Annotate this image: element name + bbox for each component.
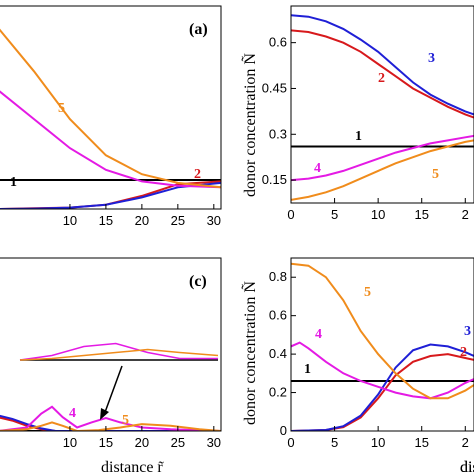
series-line-4: [291, 341, 474, 400]
curve-number-label: 3: [428, 51, 435, 66]
curve-number-label: 2: [378, 71, 385, 86]
x-tick-label: 2: [462, 435, 469, 450]
y-tick-label: 0: [280, 423, 287, 438]
x-tick-label: 0: [287, 435, 294, 450]
plot-frame: [0, 257, 222, 432]
x-tick-label: 5: [331, 207, 338, 222]
curve-number-label: 5: [58, 101, 65, 116]
x-tick-label: 2: [462, 207, 469, 222]
panel-3: 10 15 20 25 30 (c) distance r̃: [0, 257, 222, 474]
curve-number-label: 2: [194, 167, 201, 182]
x-tick-label: 30: [207, 213, 221, 228]
y-tick-label: 0.3: [269, 126, 287, 141]
x-tick-label: 25: [171, 213, 185, 228]
plot-area: [0, 405, 221, 431]
series-line-5: [291, 139, 474, 201]
x-tick-label: 25: [171, 435, 185, 450]
series-line-3: [291, 14, 474, 116]
curve-number-label: 5: [364, 285, 371, 300]
curve-number-label: 1: [10, 175, 17, 190]
plot-frame: [290, 5, 474, 204]
x-tick-label: 15: [99, 435, 113, 450]
x-tick-label: 10: [63, 435, 77, 450]
panel-1: 10 15 20 25 30(a): [0, 5, 222, 228]
x-tick-label: 20: [135, 213, 149, 228]
y-tick-label: 0.2: [269, 385, 287, 400]
plot-frame: [0, 5, 222, 210]
panel-label: (a): [189, 21, 208, 38]
curve-number-label: 4: [315, 327, 322, 342]
series-line-3: [0, 414, 221, 431]
x-tick-label: 15: [414, 435, 428, 450]
x-tick-label: 20: [135, 435, 149, 450]
plot-frame: [290, 257, 474, 432]
arrow-head: [100, 408, 109, 420]
y-tick-label: 0.4: [269, 346, 287, 361]
x-tick-label: 5: [331, 435, 338, 450]
plot-area: [291, 262, 474, 431]
series-line-5: [291, 262, 474, 400]
inset-plot: [19, 342, 219, 361]
series-line-4: [0, 405, 221, 431]
x-tick-label: 0: [287, 207, 294, 222]
curve-number-label: 5: [122, 413, 129, 428]
x-tick-label: 10: [371, 435, 385, 450]
curve-number-label: 5: [432, 167, 439, 182]
x-axis-label: distance r̃: [460, 459, 474, 474]
inset-line-5: [19, 348, 219, 361]
y-axis-label: donor concentration Ñ: [241, 53, 259, 197]
y-tick-label: 0.6: [269, 35, 287, 50]
plot-area: [0, 28, 221, 209]
y-axis-label: donor concentration Ñ: [241, 281, 259, 425]
curve-number-label: 4: [69, 406, 76, 421]
series-line-3: [291, 343, 474, 431]
inset-line-4: [19, 342, 218, 361]
plot-area: [291, 14, 474, 201]
series-line-5: [0, 28, 221, 189]
curve-number-label: 4: [314, 161, 321, 176]
curve-number-label: 2: [460, 345, 467, 360]
panel-label: (c): [189, 273, 207, 290]
series-line-2: [291, 29, 474, 119]
x-tick-label: 15: [414, 207, 428, 222]
y-tick-label: 0.45: [262, 80, 287, 95]
y-tick-label: 0.8: [269, 269, 287, 284]
curve-number-label: 1: [304, 362, 311, 377]
x-axis-label: distance r̃: [460, 459, 474, 474]
y-tick-label: 0.6: [269, 308, 287, 323]
curve-number-label: 1: [355, 129, 362, 144]
x-tick-label: 15: [99, 213, 113, 228]
x-tick-label: 30: [207, 435, 221, 450]
x-tick-label: 10: [63, 213, 77, 228]
series-line-4: [0, 90, 221, 189]
y-tick-label: 0.15: [262, 172, 287, 187]
arrow-shaft: [103, 365, 123, 416]
x-axis-label: distance r̃: [101, 459, 164, 474]
series-line-2: [0, 416, 221, 431]
x-tick-label: 10: [371, 207, 385, 222]
curve-number-label: 3: [464, 324, 471, 339]
series-line-4: [291, 134, 474, 182]
